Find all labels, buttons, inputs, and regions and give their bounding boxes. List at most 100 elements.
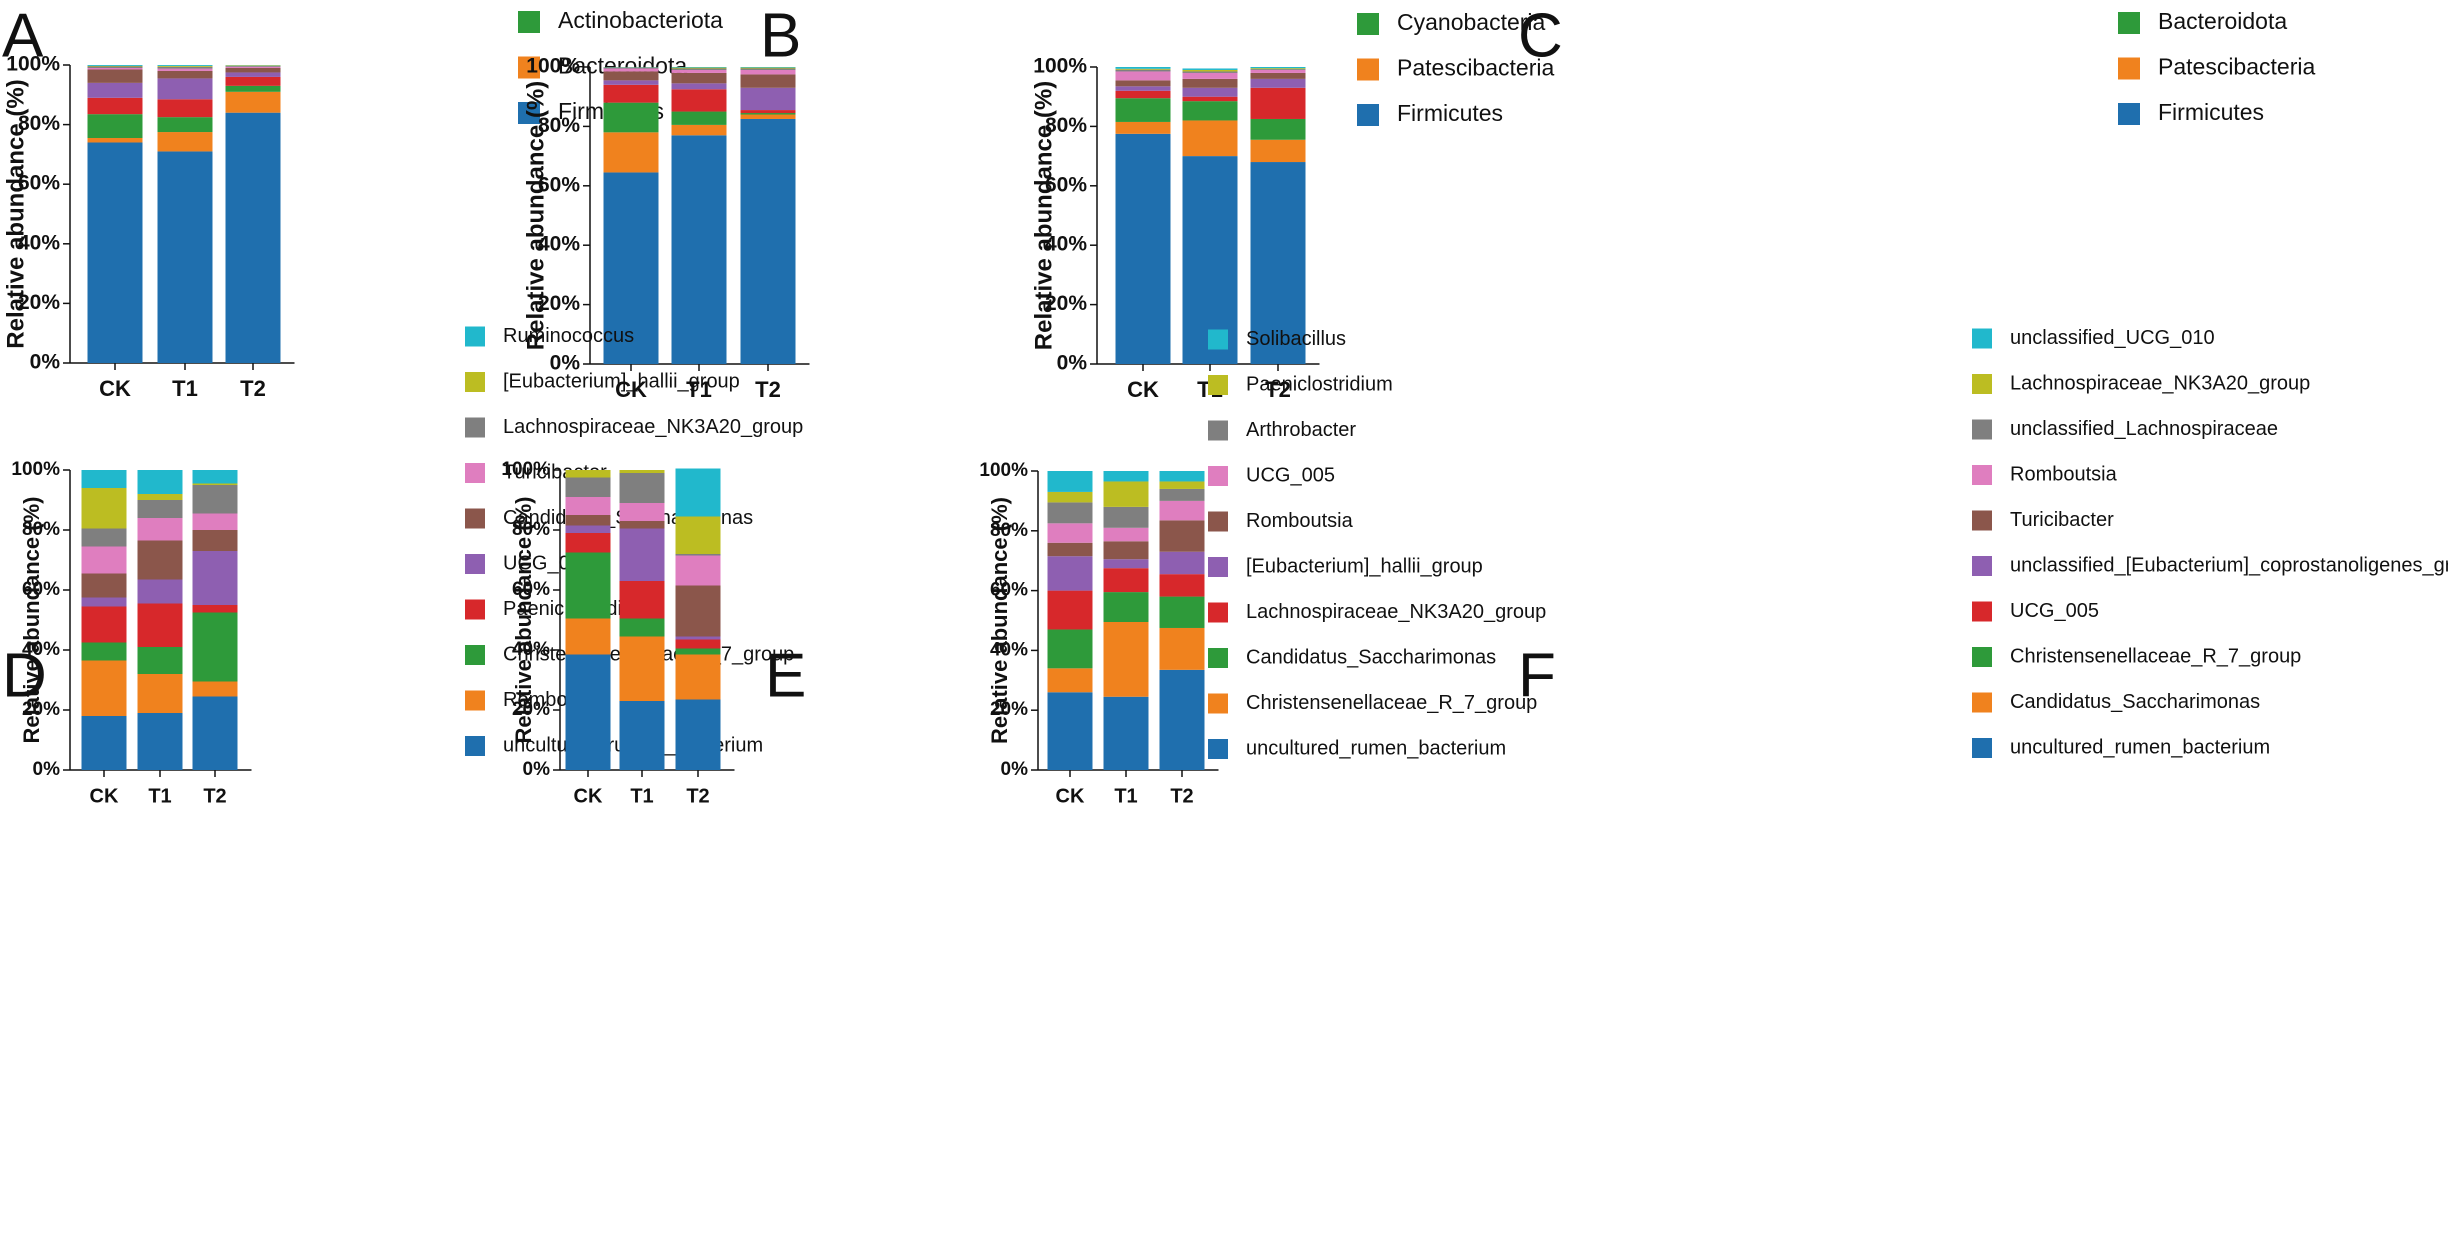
legend-item: Christensenellaceae_R_7_group <box>1972 645 2301 667</box>
bar-segment <box>192 470 238 484</box>
y-tick-label: 100% <box>501 459 550 480</box>
bar-segment <box>619 636 665 701</box>
legend-swatch <box>465 463 485 483</box>
legend-swatch <box>2118 57 2140 80</box>
bar-segment <box>225 91 281 113</box>
legend-item: Cyanobacteria <box>1357 9 1546 35</box>
bar-segment <box>619 701 665 770</box>
bar-segment <box>87 65 143 66</box>
bar-segment <box>1182 68 1238 70</box>
legend-swatch <box>1208 739 1228 759</box>
y-tick-label: 60% <box>1045 173 1087 196</box>
bar-segment <box>1115 69 1171 72</box>
bar-segment <box>603 80 659 85</box>
legend-item: uncultured_rumen_bacterium <box>1972 736 2270 758</box>
bar-segment <box>740 68 796 70</box>
bar-segment <box>1115 71 1171 81</box>
legend-swatch <box>465 554 485 574</box>
legend-item: Patescibacteria <box>2118 54 2315 80</box>
panel-a: A 0% 20% 40% 60% 80% 100% Relative abundance (%… <box>2 1 723 401</box>
bar-segment <box>671 69 727 73</box>
x-category-label: T2 <box>240 376 266 401</box>
bar-segment <box>1103 568 1149 593</box>
y-tick-label: 20% <box>18 291 60 314</box>
legend-swatch <box>465 599 485 620</box>
bar-segment <box>565 497 611 515</box>
bar-segment <box>87 66 143 68</box>
bar-segment <box>192 681 238 697</box>
legend-swatch <box>518 102 540 124</box>
bar-segment <box>1182 101 1238 121</box>
y-tick-label: 0% <box>33 759 61 780</box>
bar-segment <box>1250 69 1306 73</box>
bar-segment <box>81 488 127 529</box>
bar-segment <box>1115 86 1171 91</box>
legend-label: Lachnospiraceae_NK3A20_group <box>503 416 803 438</box>
bar-segment <box>1047 692 1093 770</box>
legend-item: Turicibacter <box>1972 509 2114 531</box>
bar-segment <box>603 172 659 364</box>
bar-segment <box>157 151 213 363</box>
y-tick-label: 80% <box>1045 114 1087 137</box>
bar-segment <box>225 65 281 66</box>
y-tick-label: 80% <box>538 114 580 137</box>
x-category-label: T2 <box>1265 377 1291 402</box>
legend-swatch <box>465 417 485 438</box>
bar-segment <box>1182 96 1238 102</box>
y-tick-label: 80% <box>22 519 60 540</box>
panel-letter: B <box>760 1 801 70</box>
bar-segment <box>1115 67 1171 69</box>
legend-swatch <box>1208 693 1228 714</box>
bar-segment <box>1115 80 1171 87</box>
bar-segment <box>81 606 127 643</box>
bar-segment <box>603 71 659 81</box>
bar-segment <box>81 573 127 598</box>
bar-segment <box>137 494 183 500</box>
bar-segment <box>192 612 238 682</box>
bar-segment <box>137 500 183 518</box>
legend-label: unclassified_UCG_010 <box>2010 327 2215 349</box>
bar-segment <box>675 554 721 556</box>
bar-segment <box>675 555 721 586</box>
bar-segment <box>619 528 665 581</box>
y-axis-label: Relative abundance (%) <box>1030 81 1057 350</box>
x-category-label: T1 <box>148 785 171 807</box>
legend-swatch <box>1208 557 1228 577</box>
bar-segment <box>1182 78 1238 88</box>
bar-segment <box>565 515 611 526</box>
bar-segment <box>157 99 213 118</box>
bar-segment <box>740 74 796 88</box>
bar-segment <box>1250 67 1306 69</box>
panel-b: B 0% 20% 40% 60% 80% 100% Relative abundance (%… <box>522 1 1554 401</box>
bar-segment <box>671 67 727 69</box>
bar-segment <box>1103 527 1149 542</box>
bar-segment <box>225 67 281 73</box>
panel-letter: C <box>1518 1 1563 70</box>
legend-swatch <box>2118 12 2140 34</box>
bar-segment <box>137 674 183 713</box>
y-tick-label: 0% <box>523 759 551 780</box>
bar-segment <box>1182 87 1238 97</box>
legend-swatch <box>1972 328 1992 349</box>
y-tick-label: 80% <box>512 519 550 540</box>
bar-segment <box>1115 68 1171 70</box>
bar-segment <box>81 660 127 716</box>
y-tick-label: 80% <box>18 112 60 135</box>
bar-segment <box>1250 69 1306 70</box>
bar-segment <box>1159 551 1205 575</box>
legend-swatch <box>1972 738 1992 758</box>
bar-segment <box>1047 523 1093 543</box>
bar-segment <box>671 89 727 112</box>
y-axis-label: Relative abundance (%) <box>2 79 29 348</box>
bar-segment <box>1103 621 1149 697</box>
legend-swatch <box>1208 329 1228 350</box>
bar-segment <box>619 581 665 619</box>
bar-segment <box>1250 68 1306 70</box>
legend-swatch <box>1208 466 1228 486</box>
bar-segment <box>619 473 665 503</box>
bar-segment <box>1103 559 1149 569</box>
bar-segment <box>671 67 727 68</box>
legend-label: Lachnospiraceae_NK3A20_group <box>1246 601 1546 623</box>
legend-swatch <box>1208 648 1228 668</box>
